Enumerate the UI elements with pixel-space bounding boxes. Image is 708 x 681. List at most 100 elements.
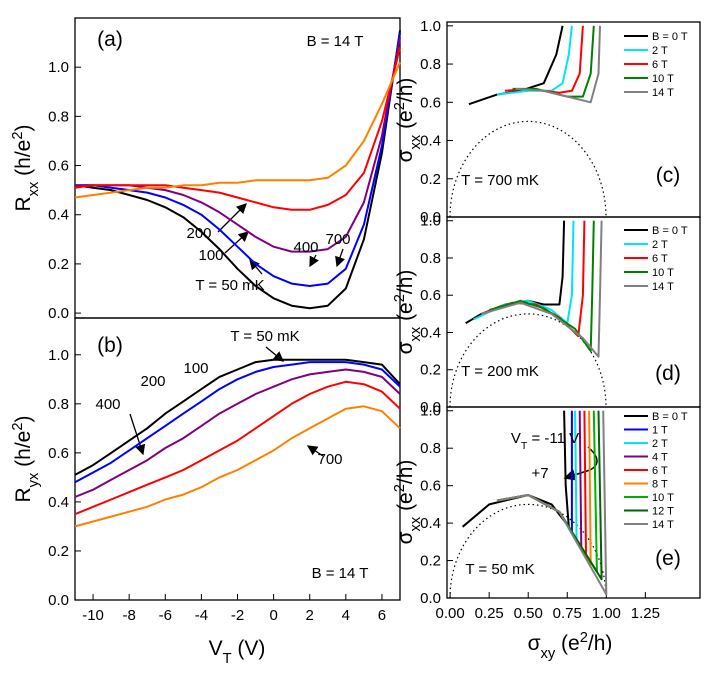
annotation: T = 50 mK	[195, 277, 264, 294]
label-part: R	[12, 487, 35, 502]
label-part: 2	[10, 131, 26, 139]
data-line	[74, 61, 401, 199]
annotation: 400	[95, 396, 120, 413]
y-tick-label: 0.2	[420, 362, 441, 379]
annotation: 200	[140, 373, 165, 390]
panel-label: (c)	[656, 164, 681, 187]
y-tick-label: 0.2	[420, 171, 441, 188]
label-part: 100	[198, 247, 223, 264]
y-tick-label: 0.6	[48, 445, 69, 462]
annotation: T = 50 mK	[230, 328, 299, 345]
annotation: 200	[186, 225, 211, 242]
label-part: 400	[293, 239, 318, 256]
annotation: 400	[293, 239, 318, 256]
label-part: R	[12, 196, 35, 211]
y-tick-label: 0.8	[420, 56, 441, 73]
y-tick-label: 0.8	[48, 396, 69, 413]
x-tick-label: -2	[231, 607, 244, 624]
annotation: VT = -11 V	[511, 430, 579, 452]
label-part: 2	[10, 422, 26, 430]
annotation: 700	[325, 231, 350, 248]
y-tick-label: 0.6	[420, 94, 441, 111]
data-line	[74, 405, 401, 528]
label-part: σ	[394, 531, 417, 544]
y-tick-label: 0.8	[48, 108, 69, 125]
y-axis-label: σxx (e2/h)	[392, 460, 424, 545]
label-part: T = 50 mK	[465, 561, 534, 578]
y-tick-label: 0.4	[420, 133, 441, 150]
data-line	[74, 47, 401, 211]
label-part: )	[12, 415, 35, 422]
label-part: /h)	[588, 632, 613, 655]
annotation: B = 14 T	[307, 33, 364, 50]
y-tick-label: 0.4	[420, 324, 441, 341]
label-part: 400	[95, 396, 120, 413]
annotation: +7	[531, 465, 548, 482]
annotation: B = 14 T	[312, 565, 369, 582]
data-line	[74, 361, 401, 484]
y-tick-label: 0.8	[420, 440, 441, 457]
legend-label: B = 0 T	[652, 31, 688, 43]
reference-semicircle	[449, 120, 607, 218]
legend-label: 10 T	[652, 492, 674, 504]
label-part: xx	[26, 181, 42, 196]
label-part: yx	[26, 472, 42, 487]
data-line	[496, 25, 573, 96]
y-tick-label: 0.6	[420, 478, 441, 495]
legend-label: B = 0 T	[652, 225, 688, 237]
x-tick-label: 0.00	[436, 605, 465, 622]
legend-label: 4 T	[652, 452, 668, 464]
x-tick-label: 0.50	[514, 605, 543, 622]
label-part: 700	[317, 451, 342, 468]
data-line	[496, 410, 608, 596]
label-part: 100	[183, 360, 208, 377]
label-part: 2	[392, 294, 408, 302]
y-tick-label: 0.0	[48, 305, 69, 322]
label-part: T = 50 mK	[195, 277, 264, 294]
data-line	[488, 220, 595, 353]
x-tick-label: -4	[195, 607, 208, 624]
panel-label: (a)	[97, 28, 123, 51]
label-part: T = 50 mK	[230, 328, 299, 345]
annotation: T = 200 mK	[461, 363, 539, 380]
arrow	[249, 259, 263, 275]
legend-label: 8 T	[652, 479, 668, 491]
y-tick-label: 0.6	[420, 287, 441, 304]
label-part: (V)	[232, 637, 266, 660]
label-part: 200	[186, 225, 211, 242]
label-part: T	[223, 651, 232, 667]
label-part: 200	[140, 373, 165, 390]
label-part: xx	[408, 326, 424, 341]
y-axis-label: σxx (e2/h)	[392, 78, 424, 163]
label-part: σ	[394, 149, 417, 162]
legend-label: 10 T	[652, 73, 674, 85]
plot-frame	[446, 406, 701, 599]
x-tick-label: 1.00	[592, 605, 621, 622]
y-tick-label: 0.0	[420, 590, 441, 607]
label-part: 2	[580, 630, 588, 646]
arrow	[217, 203, 247, 233]
label-part: (e	[394, 110, 417, 135]
y-tick-label: 0.2	[420, 553, 441, 570]
label-part: xy	[541, 646, 556, 662]
legend-label: 14 T	[652, 281, 674, 293]
y-tick-label: 1.0	[420, 18, 441, 35]
legend-label: 1 T	[652, 425, 668, 437]
legend-label: 6 T	[652, 465, 668, 477]
data-line	[473, 220, 575, 325]
data-line	[74, 380, 401, 516]
y-tick-label: 1.0	[48, 347, 69, 364]
y-tick-label: 0.4	[420, 515, 441, 532]
x-axis-label: VT (V)	[209, 637, 266, 667]
label-part: = -11 V	[527, 430, 579, 447]
arrow	[224, 231, 249, 254]
label-part: (h/e	[12, 431, 35, 473]
legend-label: 12 T	[652, 506, 674, 518]
x-tick-label: 6	[378, 607, 386, 624]
label-part: 2	[392, 484, 408, 492]
annotation: T = 50 mK	[465, 561, 534, 578]
y-axis-label: Ryx (h/e2)	[10, 415, 42, 502]
x-tick-label: -8	[122, 607, 135, 624]
data-line	[74, 358, 401, 476]
x-tick-label: -6	[159, 607, 172, 624]
